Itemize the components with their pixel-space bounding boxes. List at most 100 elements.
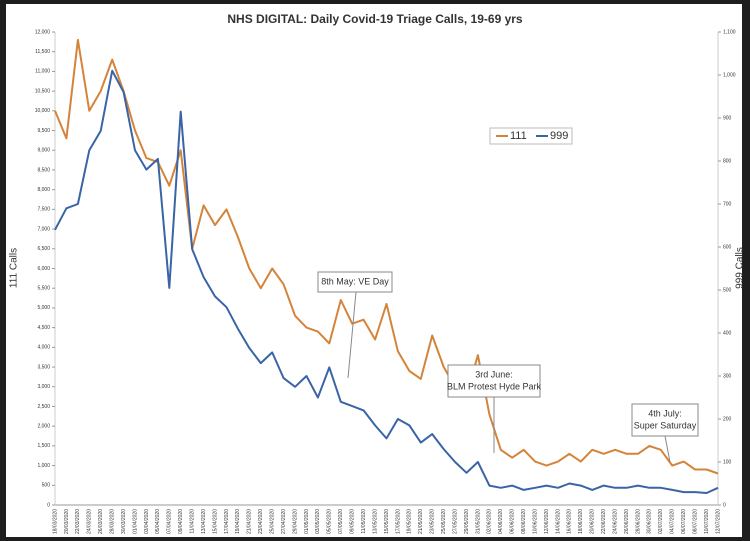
x-tick-label: 02/07/2020 [658,509,664,534]
y2-tick-label: 400 [723,330,732,336]
x-tick-label: 05/05/2020 [327,509,333,534]
annotation-text: 3rd June: [475,369,513,379]
legend-label: 999 [550,130,568,142]
y2-tick-label: 300 [723,373,732,379]
x-tick-label: 11/05/2020 [361,509,367,534]
y2-tick-label: 500 [723,287,732,293]
y-tick-label: 9,500 [37,128,50,134]
y-tick-label: 3,500 [37,364,50,370]
x-tick-label: 13/05/2020 [372,509,378,534]
x-tick-label: 25/04/2020 [270,509,276,534]
x-tick-label: 28/06/2020 [635,509,641,534]
y-tick-label: 500 [42,483,51,489]
line-series [54,69,719,494]
x-tick-label: 20/06/2020 [590,509,596,534]
y-tick-label: 3,000 [37,384,50,390]
x-tick-label: 15/04/2020 [212,509,218,534]
x-tick-label: 17/05/2020 [395,509,401,534]
y-tick-label: 11,500 [35,49,50,55]
y-tick-label: 11,000 [35,69,50,75]
y2-tick-label: 200 [723,416,732,422]
y-tick-label: 4,000 [37,345,50,351]
y-tick-label: 0 [47,502,50,508]
y-tick-label: 8,000 [37,187,50,193]
legend-label: 111 [510,130,527,142]
annotation-box [317,271,393,293]
x-tick-label: 23/05/2020 [430,509,436,534]
x-tick-label: 22/06/2020 [601,509,607,534]
x-tick-label: 28/03/2020 [109,509,115,534]
x-tick-label: 24/03/2020 [87,509,93,534]
chart-title: NHS DIGITAL: Daily Covid-19 Triage Calls… [227,12,523,26]
x-tick-label: 22/03/2020 [75,509,81,534]
annotation-text: Super Saturday [634,420,697,430]
x-tick-label: 03/05/2020 [315,509,321,534]
y2-tick-label: 700 [723,201,732,207]
x-tick-label: 15/05/2020 [384,509,390,534]
y2-axis-label: 999 Calls [735,247,746,289]
x-tick-label: 21/04/2020 [247,509,253,534]
x-tick-label: 08/07/2020 [692,509,698,534]
x-tick-label: 18/06/2020 [578,509,584,534]
x-tick-label: 10/06/2020 [532,509,538,534]
x-tick-label: 25/05/2020 [441,509,447,534]
x-tick-label: 12/07/2020 [715,509,721,534]
x-tick-label: 13/04/2020 [201,509,207,534]
x-tick-label: 20/03/2020 [64,509,70,534]
x-tick-label: 07/05/2020 [338,509,344,534]
x-tick-label: 16/06/2020 [567,509,573,534]
x-tick-label: 27/05/2020 [452,509,458,534]
y-tick-label: 6,000 [37,266,50,272]
x-tick-label: 29/04/2020 [292,509,298,534]
x-tick-label: 31/05/2020 [475,509,481,534]
x-tick-label: 06/07/2020 [681,509,687,534]
x-tick-label: 01/05/2020 [304,509,310,534]
annotation-text: 8th May: VE Day [321,276,389,286]
annotation-box [447,364,541,398]
x-tick-label: 11/04/2020 [190,509,196,534]
x-tick-label: 04/07/2020 [670,509,676,534]
chart-background [6,4,742,537]
y-tick-label: 1,000 [37,463,50,469]
x-tick-label: 18/03/2020 [52,509,58,534]
x-tick-label: 14/06/2020 [555,509,561,534]
y-tick-label: 5,500 [37,286,50,292]
y-tick-label: 7,000 [37,226,50,232]
y2-tick-label: 600 [723,244,732,250]
x-tick-label: 03/04/2020 [144,509,150,534]
y-tick-label: 5,000 [37,305,50,311]
x-tick-label: 09/04/2020 [178,509,184,534]
y-tick-label: 8,500 [37,167,50,173]
x-tick-label: 30/06/2020 [647,509,653,534]
x-tick-label: 08/06/2020 [521,509,527,534]
x-tick-label: 09/05/2020 [350,509,356,534]
x-tick-label: 02/06/2020 [487,509,493,534]
x-tick-label: 19/05/2020 [407,509,413,534]
y-tick-label: 10,000 [35,108,51,114]
y-tick-label: 6,500 [37,246,50,252]
y-tick-label: 1,500 [37,443,50,449]
y-tick-label: 10,500 [35,88,51,94]
x-tick-label: 24/06/2020 [612,509,618,534]
x-tick-label: 01/04/2020 [132,509,138,534]
x-tick-label: 04/06/2020 [498,509,504,534]
legend-box [489,127,573,145]
annotation-text: 4th July: [648,408,682,418]
x-tick-label: 07/04/2020 [167,509,173,534]
y-axis-label: 111 Calls [9,248,20,288]
annotation-pointer [347,291,357,379]
y2-tick-label: 900 [723,115,732,121]
annotation-box [631,403,699,437]
y2-tick-label: 0 [723,502,726,508]
x-tick-label: 19/04/2020 [235,509,241,534]
x-tick-label: 27/04/2020 [281,509,287,534]
x-tick-label: 12/06/2020 [544,509,550,534]
x-tick-label: 17/04/2020 [224,509,230,534]
annotation-text: BLM Protest Hyde Park [447,381,542,391]
y2-tick-label: 1,000 [723,72,736,78]
x-tick-label: 05/04/2020 [155,509,161,534]
x-tick-label: 10/07/2020 [704,509,710,534]
x-tick-label: 29/05/2020 [464,509,470,534]
y2-tick-label: 800 [723,158,732,164]
